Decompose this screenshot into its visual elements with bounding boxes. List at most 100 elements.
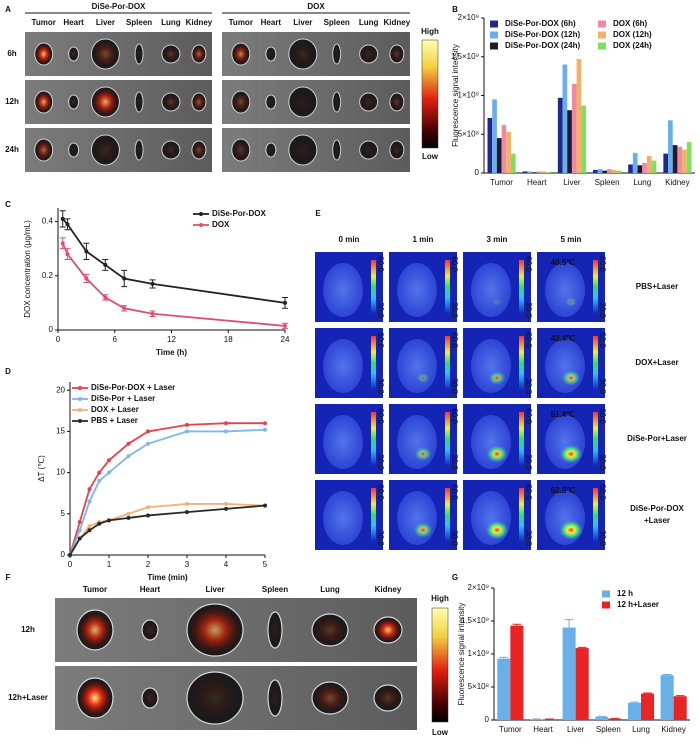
organ-signal xyxy=(189,606,241,654)
mouse xyxy=(397,491,437,545)
marker xyxy=(65,252,70,257)
scale-label: 30.0 xyxy=(524,302,533,318)
x-axis-label: Time (min) xyxy=(147,573,188,582)
organ-signal xyxy=(266,47,276,61)
x-tick-label: 0 xyxy=(56,335,61,344)
scale-label: 30.0 xyxy=(524,530,533,546)
marker xyxy=(150,281,155,286)
legend-swatch xyxy=(598,42,606,50)
organ-label: Heart xyxy=(140,585,161,594)
organ-label: Liver xyxy=(96,18,115,27)
y-tick-label: 2×10⁹ xyxy=(458,13,479,22)
x-tick-label: 1 xyxy=(107,560,112,569)
marker xyxy=(60,241,65,246)
bar xyxy=(510,153,516,173)
marker xyxy=(77,520,82,525)
scale-label: 60.0 xyxy=(450,256,459,272)
panel-letter: G xyxy=(452,573,458,582)
thermal-scale xyxy=(593,412,598,466)
organ-signal xyxy=(192,93,206,111)
organ-label: Kidney xyxy=(375,585,402,594)
organ-signal xyxy=(360,93,377,111)
organ-signal xyxy=(333,141,341,159)
bar xyxy=(532,172,537,173)
legend-marker xyxy=(78,397,82,401)
organ-signal xyxy=(92,136,119,164)
legend-label: DiSe-Por-DOX xyxy=(212,209,266,218)
hot-spot xyxy=(564,296,578,308)
legend-label: DiSe-Por-DOX (12h) xyxy=(505,30,580,39)
marker xyxy=(185,501,189,506)
mouse xyxy=(397,339,437,393)
marker xyxy=(146,429,150,434)
x-tick-label: Tumor xyxy=(499,725,522,734)
legend-swatch xyxy=(602,601,610,609)
legend-marker xyxy=(78,408,82,412)
panel-letter: F xyxy=(6,573,11,582)
organ-label: Liver xyxy=(293,18,312,27)
legend-label: DiSe-Por-DOX + Laser xyxy=(91,383,175,392)
scale-label: High xyxy=(421,27,439,36)
legend-marker xyxy=(78,386,82,390)
y-tick-label: 2×10⁹ xyxy=(468,583,489,592)
legend-swatch xyxy=(490,20,498,28)
marker xyxy=(185,429,189,434)
bar xyxy=(529,719,543,720)
panel-letter: B xyxy=(452,5,458,14)
legend-label: DOX (6h) xyxy=(613,19,648,28)
scale-label: 60.0 xyxy=(598,332,607,348)
row-label: 12h xyxy=(21,625,35,634)
mouse xyxy=(545,339,585,393)
scale-label: Low xyxy=(432,728,449,737)
bar xyxy=(608,718,622,720)
x-tick-label: 12 xyxy=(167,335,176,344)
row-label: PBS+Laser xyxy=(636,282,678,291)
organ-label: Spleen xyxy=(324,18,350,27)
bar xyxy=(611,169,617,173)
legend-swatch xyxy=(598,20,606,28)
y-tick-label: 15 xyxy=(56,427,65,436)
organ-signal xyxy=(192,45,206,63)
thermal-scale xyxy=(445,488,450,542)
thermal-scale xyxy=(371,488,376,542)
organ-signal xyxy=(162,45,179,63)
marker xyxy=(103,295,108,300)
error-bar xyxy=(577,646,587,649)
marker xyxy=(126,515,131,520)
temperature-label: 52.3℃ xyxy=(551,486,576,495)
mouse xyxy=(545,263,585,317)
scale-label: 30.0 xyxy=(524,378,533,394)
legend-label: DOX (24h) xyxy=(613,41,652,50)
row-label: 6h xyxy=(7,49,16,58)
bar xyxy=(682,149,687,173)
mouse xyxy=(471,263,511,317)
scale-label: 60.0 xyxy=(524,484,533,500)
legend-label: DiSe-Por + Laser xyxy=(91,394,155,403)
error-bar xyxy=(630,701,639,703)
organ-label: Tumor xyxy=(83,585,107,594)
organ-signal xyxy=(162,141,179,159)
marker xyxy=(146,513,150,518)
scale-label: 60.0 xyxy=(376,408,385,424)
scale-label: 60.0 xyxy=(450,484,459,500)
marker xyxy=(185,510,189,515)
panel-letter: E xyxy=(315,209,321,218)
organ-signal xyxy=(290,40,316,68)
y-tick-label: 0.4 xyxy=(42,217,54,226)
organ-label: Heart xyxy=(63,18,84,27)
organ-label: Tumor xyxy=(32,18,56,27)
marker xyxy=(283,300,287,305)
column-label: 5 min xyxy=(561,235,582,244)
organ-signal xyxy=(360,141,377,159)
marker xyxy=(150,311,155,316)
marker xyxy=(146,441,150,446)
mouse xyxy=(323,491,363,545)
marker xyxy=(224,429,228,434)
color-bar xyxy=(421,39,439,149)
organ-signal xyxy=(232,92,249,112)
row-label: DOX+Laser xyxy=(635,358,678,367)
bar xyxy=(562,64,568,173)
legend-label: DOX (12h) xyxy=(613,30,652,39)
y-tick-label: 0 xyxy=(49,325,54,334)
